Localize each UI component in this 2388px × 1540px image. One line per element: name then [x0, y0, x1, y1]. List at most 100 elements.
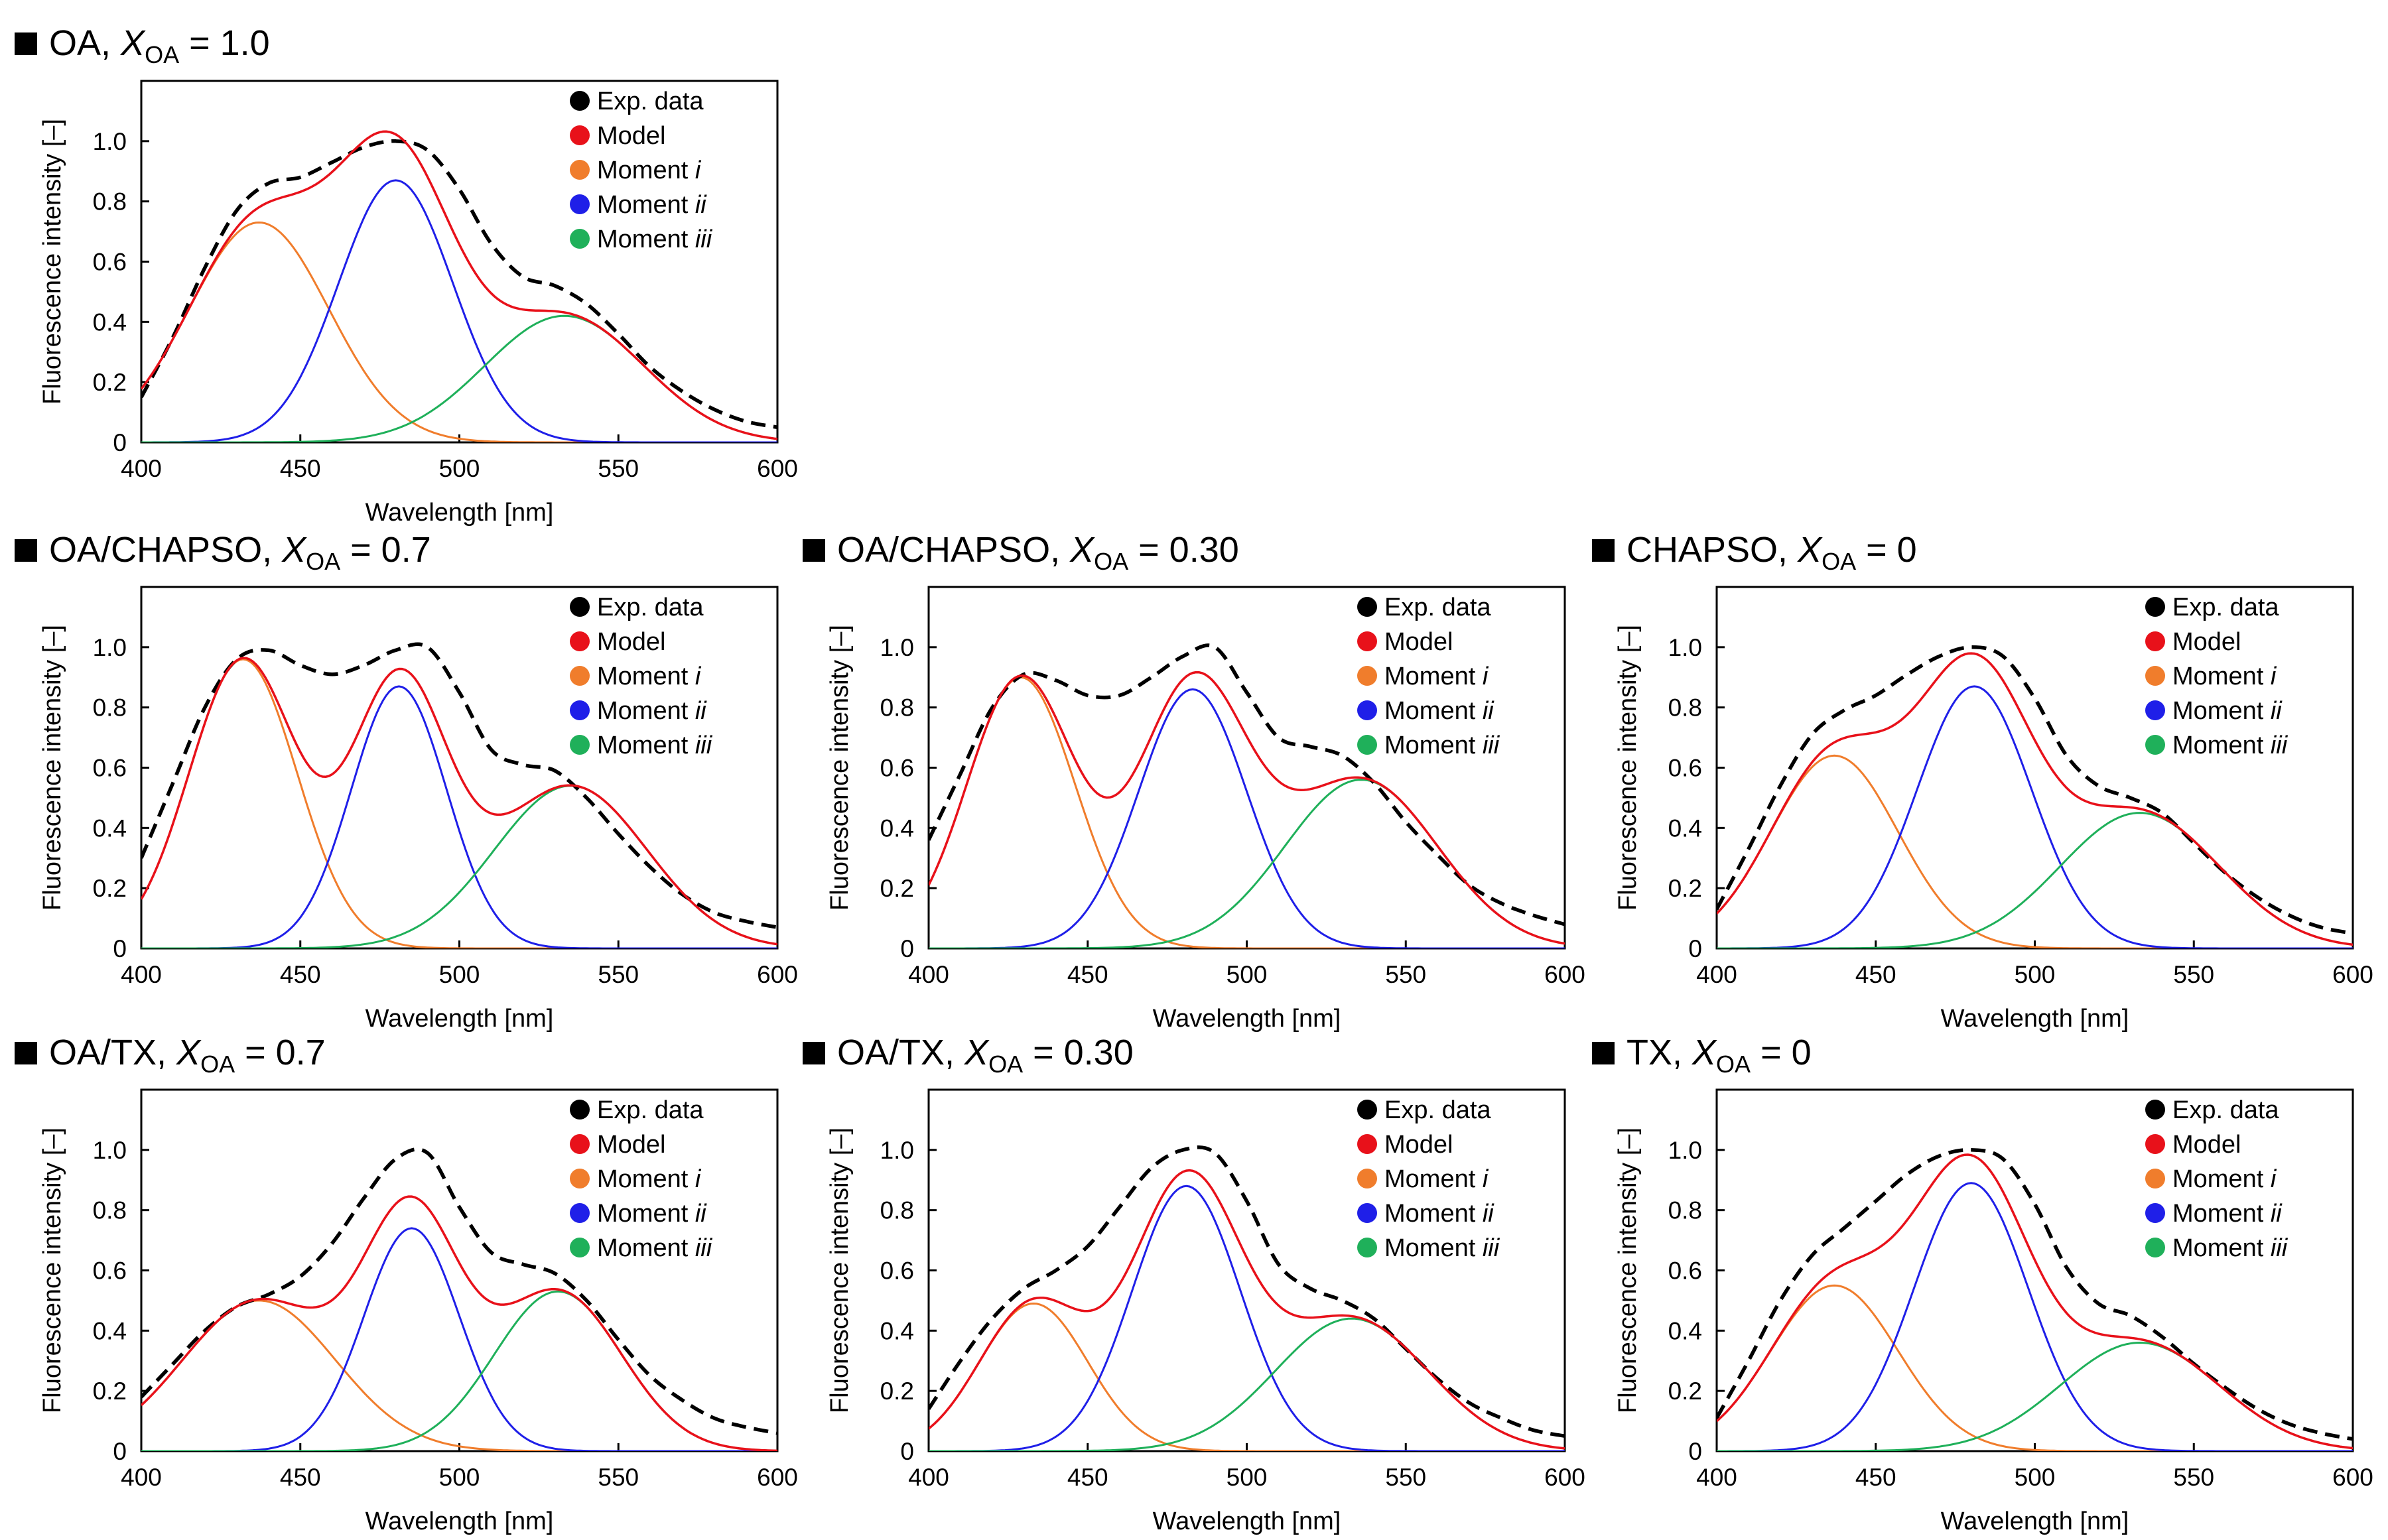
chart-title-symbol: X: [1691, 1033, 1717, 1072]
x-tick-label: 600: [757, 1464, 798, 1491]
x-tick-label: 400: [908, 961, 949, 988]
chart-title-suffix: = 0.7: [340, 530, 431, 570]
moment-iii-curve: [141, 314, 777, 442]
moment-ii-curve: [141, 685, 777, 948]
model-curve: [929, 1169, 1565, 1450]
legend-label-text: Moment: [2172, 1200, 2271, 1228]
x-tick-label: 600: [757, 961, 798, 988]
y-axis-label: Fluorescence intensity [–]: [38, 1127, 66, 1413]
y-tick-label: 0: [1688, 935, 1702, 962]
chart-title: OA/CHAPSO, XOA = 0.30: [837, 530, 1239, 575]
legend-marker-m3: [1357, 1238, 1377, 1257]
x-axis-label: Wavelength [nm]: [1941, 1005, 2129, 1033]
x-tick-label: 500: [1227, 961, 1268, 988]
chart-panel-oa-chapso-0.30: OA/CHAPSO, XOA = 0.30 400 450 500 550 600 0 0.2…: [803, 530, 1585, 1033]
legend-label-italic: iii: [2271, 732, 2288, 759]
x-tick-label: 600: [1544, 1464, 1585, 1491]
y-tick-label: 0: [1688, 1438, 1702, 1465]
x-tick-label: 450: [1855, 961, 1896, 988]
x-axis-label: Wavelength [nm]: [365, 1508, 554, 1535]
legend-marker-exp: [570, 597, 590, 617]
legend-label-exp: Exp. data: [597, 88, 704, 115]
legend-label-model: Model: [597, 628, 666, 656]
legend-marker-m2: [570, 194, 590, 214]
legend-label-exp: Exp. data: [2172, 1096, 2279, 1124]
y-tick-label: 0.8: [93, 694, 127, 722]
legend-marker-m2: [570, 1203, 590, 1223]
title-bullet-square: [803, 539, 825, 562]
legend-marker-m3: [570, 229, 590, 249]
chart-title-suffix: = 0.30: [1023, 1033, 1134, 1072]
legend-marker-m1: [1357, 1169, 1377, 1188]
y-tick-label: 0: [900, 935, 914, 962]
x-tick-label: 400: [908, 1464, 949, 1491]
x-tick-label: 500: [439, 1464, 480, 1491]
plot-frame: [140, 1088, 779, 1452]
chart-title-symbol: X: [281, 530, 307, 570]
legend-label-text: Model: [597, 122, 666, 150]
moment-iii-curve: [929, 1317, 1565, 1451]
x-axis-label: Wavelength [nm]: [365, 1005, 554, 1033]
y-tick-label: 0.2: [880, 1378, 914, 1405]
moment-iii-curve: [929, 779, 1565, 948]
legend-label-italic: i: [695, 157, 702, 184]
chart-panel-oa-1.0: OA, XOA = 1.0 400 450 500 550 600 0 0.2 0.4 0.6 0.…: [15, 23, 798, 527]
y-tick-label: 0: [113, 1438, 127, 1465]
x-tick-label: 600: [2332, 961, 2373, 988]
y-tick-label: 0.4: [1668, 814, 1702, 842]
legend-label-exp: Exp. data: [597, 594, 704, 621]
y-tick-label: 0.6: [1668, 1257, 1702, 1285]
y-tick-label: 0.8: [93, 188, 127, 216]
x-tick-label: 500: [2015, 961, 2056, 988]
y-tick-label: 0.2: [1668, 1378, 1702, 1405]
legend-label-italic: iii: [695, 225, 713, 253]
y-tick-label: 1.0: [1668, 1137, 1702, 1164]
legend-label-text: Moment: [1384, 697, 1483, 725]
legend-label-italic: iii: [695, 1234, 713, 1262]
y-tick-label: 0.4: [880, 1317, 914, 1344]
legend-label-exp: Exp. data: [597, 1096, 704, 1124]
legend-marker-model: [570, 125, 590, 145]
y-tick-label: 1.0: [93, 1137, 127, 1164]
chart-title: OA/TX, XOA = 0.30: [837, 1033, 1134, 1078]
legend-label-text: Exp. data: [597, 594, 704, 621]
legend-marker-model: [1357, 631, 1377, 651]
legend-label-text: Moment: [2172, 1165, 2271, 1193]
chart-title-prefix: TX,: [1626, 1033, 1692, 1072]
chart-panel-oa-tx-0.7: OA/TX, XOA = 0.7 400 450 500 550 600 0 0.2 0.4 0.…: [15, 1033, 798, 1535]
x-tick-label: 600: [757, 455, 798, 482]
legend-label-text: Moment: [2172, 663, 2271, 690]
legend-marker-m3: [570, 1238, 590, 1257]
plot-frame: [1715, 1088, 2354, 1452]
chart-title: OA, XOA = 1.0: [49, 23, 270, 68]
legend-label-exp: Exp. data: [2172, 594, 2279, 621]
legend-marker-exp: [2145, 1100, 2165, 1120]
chart-title-suffix: = 1.0: [179, 23, 270, 63]
chart-title-prefix: OA/TX,: [837, 1033, 964, 1072]
legend-label-text: Moment: [1384, 1200, 1483, 1228]
legend-marker-exp: [1357, 597, 1377, 617]
legend-label-m1: Moment i: [2172, 663, 2277, 690]
plot-curves: [1717, 1147, 2353, 1451]
legend-marker-m2: [2145, 1203, 2165, 1223]
legend-label-text: Model: [1384, 628, 1453, 656]
legend-label-m1: Moment i: [1384, 663, 1489, 690]
chart-title-prefix: OA/TX,: [49, 1033, 176, 1072]
plot-curves: [141, 130, 777, 442]
moment-i-curve: [141, 658, 777, 948]
legend-label-text: Moment: [1384, 663, 1483, 690]
chart-title-prefix: CHAPSO,: [1626, 530, 1798, 570]
legend-label-text: Exp. data: [597, 88, 704, 115]
y-tick-label: 0.4: [93, 308, 127, 336]
legend-marker-m2: [570, 700, 590, 720]
legend-label-text: Model: [2172, 1131, 2241, 1159]
moment-ii-curve: [1717, 685, 2353, 948]
y-tick-label: 0.4: [93, 1317, 127, 1344]
chart-title-subscript: OA: [1822, 548, 1856, 575]
legend-marker-m2: [1357, 1203, 1377, 1223]
x-tick-label: 400: [121, 1464, 162, 1491]
chart-panel-oa-tx-0.30: OA/TX, XOA = 0.30 400 450 500 550 600 0 0.2 0.4 0…: [803, 1033, 1585, 1535]
title-bullet-square: [15, 1042, 37, 1064]
